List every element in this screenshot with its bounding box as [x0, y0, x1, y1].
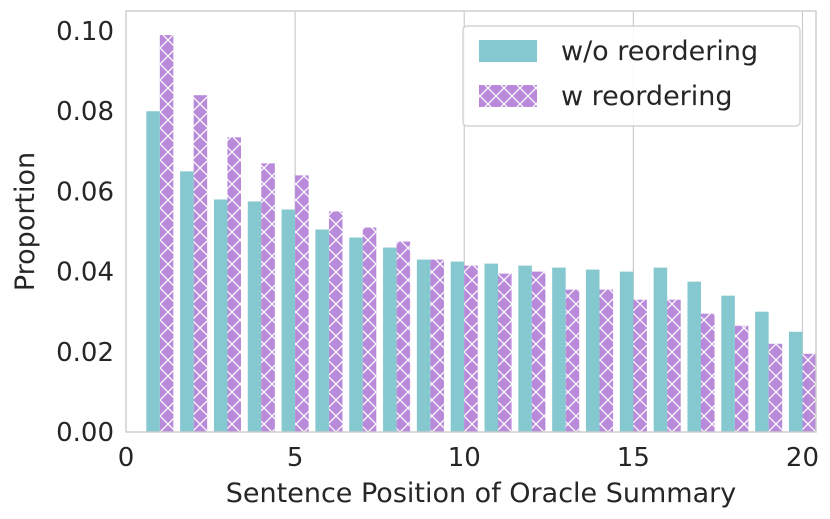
bar-w-o-reordering-11	[484, 263, 499, 432]
bar-w-o-reordering-12	[518, 265, 532, 432]
bar-w-reordering-6	[328, 211, 343, 432]
bar-w-o-reordering-3	[213, 199, 228, 432]
bar-w-reordering-1	[159, 35, 174, 433]
bar-hatch	[193, 95, 208, 432]
y-tick-label: 0.08	[56, 97, 114, 127]
bar-w-reordering-18	[734, 325, 749, 432]
bar-w-o-reordering-10	[450, 261, 465, 432]
bar-hatch	[768, 343, 783, 432]
y-tick-label: 0.00	[56, 418, 114, 448]
bar-w-o-reordering-8	[383, 247, 397, 432]
bar-hatch	[261, 163, 275, 432]
plot-frame	[125, 10, 817, 433]
bar-w-reordering-7	[362, 227, 377, 432]
legend-label-w-reordering: w reordering	[561, 81, 733, 112]
y-tick-label: 0.10	[56, 17, 114, 47]
bar-hatch	[599, 289, 614, 432]
legend-box	[462, 25, 801, 127]
bar-hatch	[498, 273, 512, 432]
bar-hatch	[701, 313, 715, 432]
bar-hatch	[667, 299, 681, 432]
x-axis-ticks: 0 5 10 15 20	[118, 443, 819, 473]
x-axis-title: Sentence Position of Oracle Summary	[226, 478, 736, 509]
bar-w-o-reordering-7	[349, 237, 363, 432]
bar-w-reordering-10	[464, 265, 478, 432]
bar-hatch	[227, 137, 241, 433]
bar-hatch	[802, 353, 816, 432]
legend-swatch-hatch-w-reordering	[479, 85, 537, 107]
bar-w-reordering-8	[396, 241, 411, 432]
bar-w-reordering-11	[498, 273, 512, 432]
bar-hatch	[328, 211, 343, 432]
bar-w-o-reordering-18	[721, 295, 735, 432]
y-axis-title: Proportion	[10, 152, 41, 291]
bar-hatch	[531, 271, 546, 432]
bar-w-o-reordering-1	[146, 111, 160, 432]
bar-w-o-reordering-2	[180, 171, 194, 432]
x-tick-label: 5	[287, 443, 304, 473]
x-tick-label: 10	[448, 443, 481, 473]
plot-border	[125, 10, 817, 433]
bar-w-reordering-3	[227, 137, 241, 433]
legend: w/o reordering w reordering	[462, 25, 801, 127]
bar-hatch	[464, 265, 478, 432]
bar-w-reordering-17	[701, 313, 715, 432]
y-tick-label: 0.02	[56, 338, 114, 368]
bar-w-reordering-20	[802, 353, 816, 432]
bar-w-reordering-2	[193, 95, 208, 432]
bar-w-o-reordering-19	[755, 311, 769, 432]
bar-w-o-reordering-5	[281, 209, 296, 432]
x-tick-label: 20	[786, 443, 819, 473]
bar-w-o-reordering-6	[315, 229, 329, 432]
bar-hatch	[362, 227, 377, 432]
bar-hatch	[295, 175, 309, 432]
bar-hatch	[430, 259, 444, 432]
bar-hatch	[565, 289, 580, 432]
bar-w-o-reordering-14	[586, 269, 600, 432]
bars	[146, 35, 816, 433]
y-tick-label: 0.06	[56, 177, 114, 207]
bar-w-o-reordering-17	[687, 281, 701, 432]
x-tick-label: 0	[118, 443, 135, 473]
x-tick-label: 15	[617, 443, 650, 473]
legend-label-w-o-reordering: w/o reordering	[561, 36, 758, 67]
bar-w-o-reordering-4	[247, 201, 262, 432]
bar-w-reordering-14	[599, 289, 614, 432]
bar-w-reordering-9	[430, 259, 444, 432]
bar-w-reordering-4	[261, 163, 275, 432]
bar-hatch	[159, 35, 174, 433]
bar-w-reordering-13	[565, 289, 580, 432]
bar-w-reordering-16	[667, 299, 681, 432]
legend-swatch-w-o-reordering	[479, 40, 537, 62]
bar-w-o-reordering-16	[653, 267, 668, 432]
y-axis-ticks: 0.00 0.02 0.04 0.06 0.08 0.10	[56, 17, 114, 448]
bar-w-o-reordering-9	[416, 259, 431, 432]
bar-w-reordering-19	[768, 343, 783, 432]
bar-w-o-reordering-15	[619, 271, 634, 432]
bar-w-o-reordering-20	[788, 331, 803, 432]
y-tick-label: 0.04	[56, 258, 114, 288]
bar-hatch	[734, 325, 749, 432]
bar-w-reordering-15	[633, 299, 647, 432]
bar-w-reordering-12	[531, 271, 546, 432]
bar-w-o-reordering-13	[552, 267, 566, 432]
bar-hatch	[633, 299, 647, 432]
bar-w-reordering-5	[295, 175, 309, 432]
bar-hatch	[396, 241, 411, 432]
